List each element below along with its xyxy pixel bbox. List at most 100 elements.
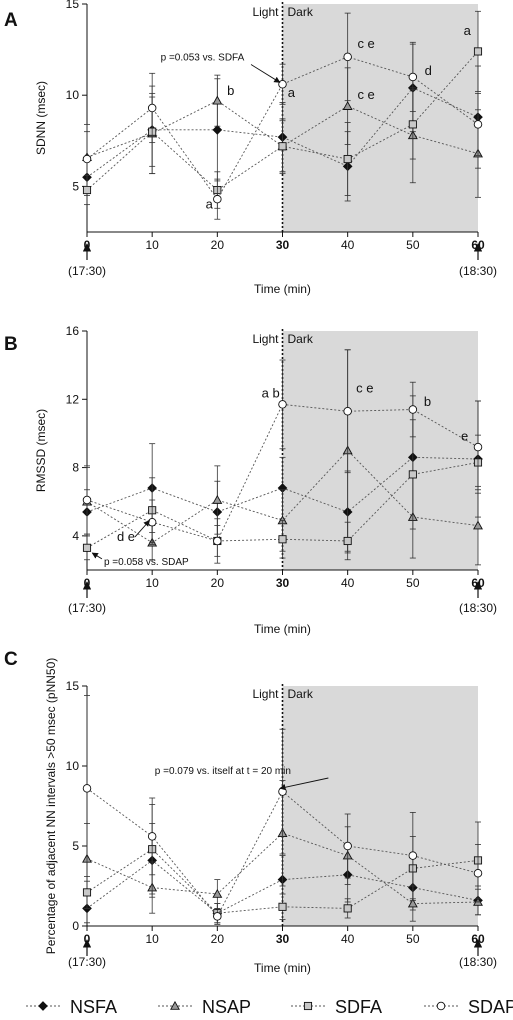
y-tick-label: 10: [66, 88, 80, 102]
panel-letter: B: [4, 334, 18, 355]
annotation: e: [461, 428, 468, 443]
y-axis-label: Percentage of adjacent NN intervals >50 …: [44, 658, 58, 954]
x-axis-label: Time (min): [254, 961, 311, 975]
legend-item-sdap: SDAP: [424, 997, 513, 1017]
x-axis-label: Time (min): [254, 282, 311, 296]
dark-period-region: [282, 686, 478, 926]
annotation: p =0.079 vs. itself at t = 20 min: [155, 766, 291, 777]
data-point: [278, 787, 287, 796]
legend-item-nsfa: NSFA: [26, 997, 117, 1017]
y-tick-label: 5: [72, 839, 79, 853]
x-tick-label: 40: [341, 576, 355, 590]
end-time-label: (18:30): [459, 601, 497, 615]
series-sdap: [82, 12, 483, 220]
x-tick-label: 20: [211, 238, 225, 252]
data-point: [213, 536, 222, 546]
data-point: [278, 142, 287, 151]
x-tick-label: 10: [145, 238, 159, 252]
annotation: d: [425, 63, 432, 78]
annotation: a: [464, 23, 472, 38]
annotation: a: [288, 85, 296, 100]
annotation: c e: [357, 36, 374, 51]
annotation: c e: [357, 87, 374, 102]
x-tick-label: 10: [145, 576, 159, 590]
data-point: [82, 154, 92, 164]
annotation-arrow: [134, 520, 150, 538]
series-sdap: [82, 349, 483, 557]
x-tick-label: 10: [145, 932, 159, 946]
annotation: a: [206, 196, 214, 211]
x-tick-label: 50: [406, 576, 420, 590]
data-point: [473, 120, 483, 129]
start-time-label: (17:30): [68, 955, 106, 969]
data-point: [343, 154, 352, 164]
y-tick-label: 5: [72, 179, 79, 193]
annotation-arrow: [279, 777, 329, 791]
x-tick-label: 50: [406, 932, 420, 946]
data-point: [213, 194, 222, 204]
data-point: [212, 888, 223, 898]
data-point: [343, 406, 352, 416]
annotation: p =0.058 vs. SDAP: [104, 557, 189, 568]
annotation: b: [227, 83, 234, 98]
panel-a: LightDark510150102030405060Time (min)SDN…: [4, 0, 497, 296]
x-axis-label: Time (min): [254, 622, 311, 636]
data-point: [473, 868, 483, 878]
legend-item-sdfa: SDFA: [291, 997, 382, 1017]
data-point: [343, 904, 352, 913]
data-point: [82, 543, 92, 552]
data-point: [212, 494, 223, 504]
annotation-arrow: [91, 552, 103, 560]
annotation: b: [424, 394, 431, 409]
dark-label: Dark: [288, 5, 314, 19]
x-tick-label: 40: [341, 932, 355, 946]
legend-marker-square: [303, 1001, 313, 1011]
data-point: [212, 125, 223, 135]
data-point: [473, 47, 483, 56]
data-point: [147, 103, 157, 113]
panel-b: LightDark4812160102030405060Time (min)RM…: [4, 324, 497, 636]
y-tick-label: 8: [72, 461, 79, 475]
y-axis-label: RMSSD (msec): [34, 409, 48, 492]
legend: NSFA NSAP SDFA SDAP: [26, 997, 513, 1017]
start-time-label: (17:30): [68, 601, 106, 615]
y-axis-label: SDNN (msec): [34, 81, 48, 155]
y-tick-label: 16: [66, 324, 80, 338]
data-point: [82, 888, 92, 897]
end-time-label: (18:30): [459, 955, 497, 969]
annotation: d e: [117, 529, 135, 544]
x-tick-label: 20: [211, 576, 225, 590]
light-label: Light: [252, 687, 279, 701]
data-point: [473, 520, 483, 530]
x-tick-label: 40: [341, 238, 355, 252]
annotation: a b: [262, 386, 280, 401]
legend-item-nsap: NSAP: [158, 997, 251, 1017]
x-tick-label: 30: [276, 238, 290, 252]
legend-marker-triangle: [170, 1000, 180, 1010]
light-label: Light: [252, 332, 279, 346]
dark-period-region: [282, 4, 478, 232]
x-tick-label: 30: [276, 576, 290, 590]
legend-marker-circle: [436, 1001, 446, 1011]
data-point: [473, 442, 483, 452]
end-time-label: (18:30): [459, 264, 497, 278]
legend-label: SDFA: [335, 997, 382, 1017]
data-point: [82, 784, 92, 793]
data-point: [408, 851, 418, 860]
data-point: [278, 535, 287, 544]
x-tick-label: 0: [84, 932, 91, 946]
panel-letter: C: [4, 649, 18, 670]
y-tick-label: 15: [66, 679, 80, 693]
legend-marker-diamond: [38, 1001, 48, 1011]
data-point: [147, 832, 157, 841]
data-point: [342, 101, 353, 110]
y-tick-label: 10: [66, 759, 80, 773]
legend-label: NSAP: [202, 997, 251, 1017]
dark-label: Dark: [288, 687, 314, 701]
data-point: [212, 95, 223, 105]
dark-label: Dark: [288, 332, 314, 346]
annotation-arrow: [250, 64, 281, 83]
y-tick-label: 0: [72, 919, 79, 933]
